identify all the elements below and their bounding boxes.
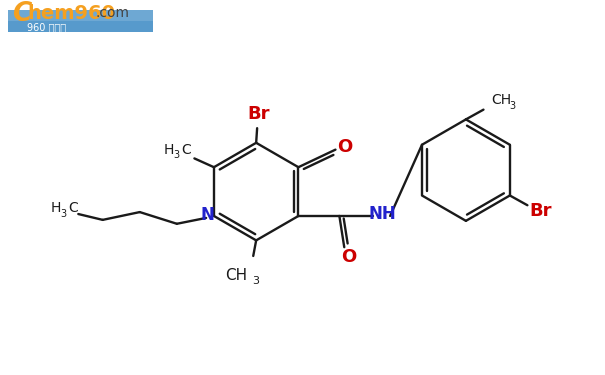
Text: C: C: [182, 142, 191, 157]
Text: 3: 3: [174, 150, 180, 160]
Text: .com: .com: [95, 6, 129, 20]
Text: hem960: hem960: [28, 3, 116, 22]
Text: CH: CH: [491, 93, 511, 107]
Text: H: H: [51, 201, 61, 215]
Text: CH: CH: [225, 268, 247, 283]
Text: C: C: [68, 201, 78, 215]
Text: 3: 3: [509, 101, 516, 111]
Bar: [8, 21, 152, 32]
Text: 3: 3: [60, 209, 67, 219]
Text: H: H: [164, 142, 174, 157]
Bar: [8, 10, 152, 32]
Text: N: N: [200, 206, 214, 224]
Text: Br: Br: [530, 202, 552, 220]
Text: Br: Br: [248, 105, 270, 123]
Text: 3: 3: [253, 276, 260, 286]
Text: C: C: [12, 1, 31, 27]
Text: NH: NH: [368, 205, 396, 223]
Text: 960 化工网: 960 化工网: [27, 22, 66, 32]
Text: O: O: [338, 138, 353, 156]
Text: O: O: [341, 248, 357, 266]
